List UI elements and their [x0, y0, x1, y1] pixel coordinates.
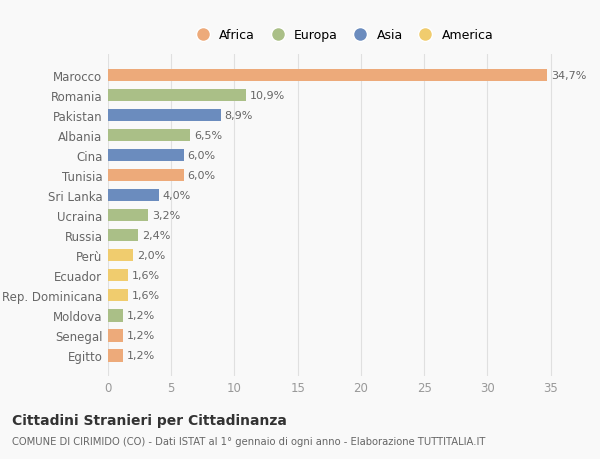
Text: 3,2%: 3,2% [152, 211, 181, 221]
Bar [108, 169, 184, 182]
Text: 1,2%: 1,2% [127, 330, 155, 341]
Text: 10,9%: 10,9% [250, 91, 285, 101]
Text: 2,4%: 2,4% [142, 231, 170, 241]
Bar [108, 269, 128, 282]
Text: 1,2%: 1,2% [127, 351, 155, 361]
Text: Cittadini Stranieri per Cittadinanza: Cittadini Stranieri per Cittadinanza [12, 413, 287, 427]
Text: 2,0%: 2,0% [137, 251, 166, 261]
Text: 4,0%: 4,0% [163, 191, 191, 201]
Text: 6,0%: 6,0% [188, 171, 216, 181]
Bar [108, 250, 133, 262]
Bar [108, 309, 123, 322]
Bar [108, 70, 547, 82]
Text: COMUNE DI CIRIMIDO (CO) - Dati ISTAT al 1° gennaio di ogni anno - Elaborazione T: COMUNE DI CIRIMIDO (CO) - Dati ISTAT al … [12, 436, 485, 446]
Text: 1,2%: 1,2% [127, 311, 155, 321]
Bar [108, 210, 148, 222]
Bar [108, 230, 139, 242]
Bar [108, 129, 190, 142]
Text: 8,9%: 8,9% [224, 111, 253, 121]
Text: 6,5%: 6,5% [194, 131, 222, 141]
Legend: Africa, Europa, Asia, America: Africa, Europa, Asia, America [191, 29, 493, 42]
Bar [108, 349, 123, 362]
Bar [108, 90, 246, 102]
Text: 1,6%: 1,6% [132, 271, 160, 280]
Text: 6,0%: 6,0% [188, 151, 216, 161]
Text: 34,7%: 34,7% [551, 71, 586, 81]
Bar [108, 330, 123, 342]
Bar [108, 290, 128, 302]
Bar [108, 190, 158, 202]
Text: 1,6%: 1,6% [132, 291, 160, 301]
Bar [108, 150, 184, 162]
Bar [108, 110, 221, 122]
